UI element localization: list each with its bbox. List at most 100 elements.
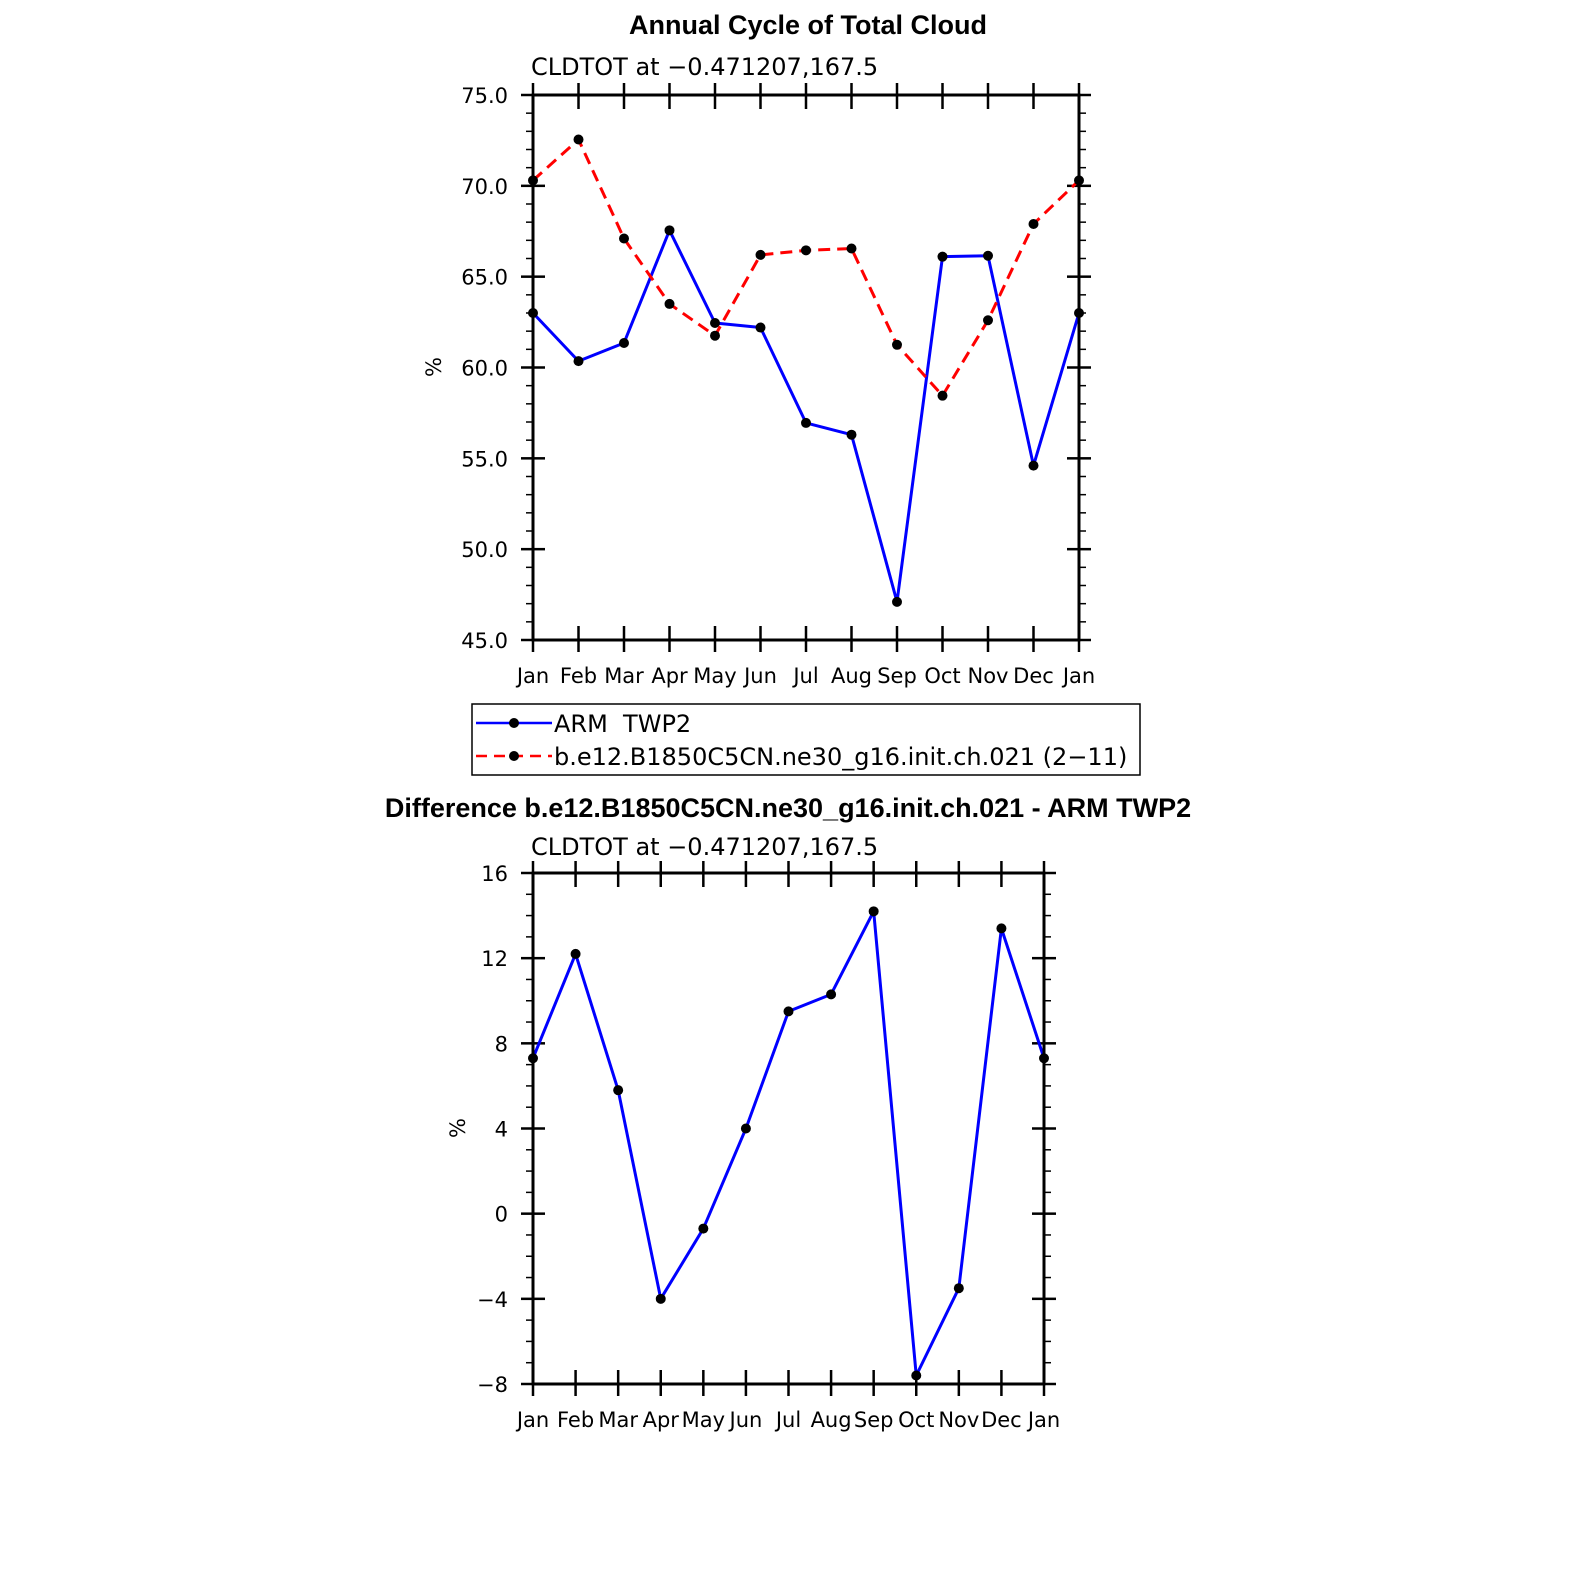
legend: ARM TWP2 b.e12.B1850C5CN.ne30_g16.init.c… bbox=[471, 703, 1141, 776]
y-tick-label: 75.0 bbox=[461, 84, 508, 108]
data-point bbox=[755, 249, 766, 260]
data-point bbox=[937, 390, 948, 401]
y-tick-label: 70.0 bbox=[461, 175, 508, 199]
data-point bbox=[801, 245, 811, 256]
chart-title: Difference b.e12.B1850C5CN.ne30_g16.init… bbox=[385, 793, 1191, 823]
data-point bbox=[655, 1293, 666, 1304]
data-point bbox=[846, 243, 857, 254]
x-tick-labels: Jan Feb Mar Apr May Jun Jul Aug Sep Oct Nov Dec Jan bbox=[515, 664, 1095, 688]
x-tick-label: Mar bbox=[598, 1408, 638, 1432]
y-tick-label: −8 bbox=[477, 1373, 508, 1397]
data-point bbox=[892, 339, 902, 350]
x-tick-label: Feb bbox=[557, 1408, 594, 1432]
x-tick-label: Sep bbox=[854, 1408, 894, 1432]
data-point bbox=[613, 1085, 624, 1096]
x-tick-label: May bbox=[693, 664, 736, 688]
x-tick-label: Apr bbox=[651, 664, 688, 688]
data-point bbox=[983, 250, 993, 261]
x-tick-label: Jan bbox=[1061, 664, 1095, 688]
data-point bbox=[826, 989, 837, 1000]
y-tick-label: −4 bbox=[477, 1288, 508, 1312]
y-axis-label: % bbox=[446, 1118, 470, 1138]
y-tick-label: 0 bbox=[495, 1203, 508, 1227]
data-point bbox=[783, 1006, 794, 1017]
x-tick-label: Oct bbox=[898, 1408, 934, 1432]
data-point bbox=[740, 1123, 751, 1134]
legend-label-arm: ARM TWP2 bbox=[554, 710, 691, 738]
x-tick-label: Jun bbox=[742, 664, 777, 688]
data-point bbox=[868, 906, 879, 917]
data-point bbox=[619, 337, 629, 348]
data-point bbox=[892, 596, 902, 607]
y-tick-label: 60.0 bbox=[461, 357, 508, 381]
data-point bbox=[710, 330, 720, 341]
series-lines bbox=[528, 134, 1084, 607]
chart-title: Annual Cycle of Total Cloud bbox=[629, 10, 987, 40]
data-point bbox=[937, 251, 948, 262]
data-point bbox=[983, 315, 993, 326]
data-point bbox=[996, 923, 1007, 934]
x-tick-label: Jul bbox=[774, 1408, 801, 1432]
x-tick-label: Feb bbox=[560, 664, 597, 688]
x-tick-label: Nov bbox=[938, 1408, 979, 1432]
series-line-1 bbox=[531, 138, 1081, 398]
y-tick-labels: −8 −4 0 4 8 12 16 bbox=[477, 862, 508, 1397]
plot-frame bbox=[531, 93, 1081, 642]
x-tick-label: Apr bbox=[643, 1408, 680, 1432]
x-tick-label: Aug bbox=[811, 1408, 852, 1432]
x-tick-label: Dec bbox=[981, 1408, 1022, 1432]
legend-box bbox=[471, 703, 1141, 776]
x-tick-label: Jan bbox=[515, 1408, 549, 1432]
data-point bbox=[664, 225, 675, 236]
y-tick-label: 4 bbox=[495, 1118, 508, 1142]
x-tick-label: Jun bbox=[728, 1408, 763, 1432]
x-tick-label: Sep bbox=[877, 664, 917, 688]
data-point bbox=[573, 356, 584, 367]
annual-cycle-panel: Annual Cycle of Total Cloud CLDTOT at −0… bbox=[422, 10, 1095, 688]
data-point bbox=[846, 429, 857, 440]
x-tick-label: Jul bbox=[791, 664, 818, 688]
chart-subtitle: CLDTOT at −0.471207,167.5 bbox=[531, 53, 878, 81]
x-tick-label: Jan bbox=[1026, 1408, 1060, 1432]
data-point bbox=[710, 317, 720, 328]
data-point bbox=[573, 134, 584, 145]
axis-ticks bbox=[521, 83, 1091, 652]
y-tick-label: 45.0 bbox=[461, 629, 508, 653]
x-tick-label: Aug bbox=[831, 664, 872, 688]
series-line-0 bbox=[531, 909, 1046, 1377]
legend-marker-model bbox=[509, 751, 519, 761]
difference-panel: Difference b.e12.B1850C5CN.ne30_g16.init… bbox=[385, 793, 1191, 1432]
data-point bbox=[570, 948, 581, 959]
data-point bbox=[953, 1283, 964, 1294]
y-tick-label: 65.0 bbox=[461, 266, 508, 290]
plot-frame bbox=[531, 871, 1046, 1386]
legend-label-model: b.e12.B1850C5CN.ne30_g16.init.ch.021 (2−… bbox=[554, 743, 1127, 771]
chart-subtitle: CLDTOT at −0.471207,167.5 bbox=[531, 833, 878, 861]
data-point bbox=[911, 1370, 922, 1381]
x-tick-labels: Jan Feb Mar Apr May Jun Jul Aug Sep Oct Nov Dec Jan bbox=[515, 1408, 1060, 1432]
y-tick-label: 55.0 bbox=[461, 447, 508, 471]
legend-marker-arm bbox=[509, 718, 519, 728]
x-tick-label: Nov bbox=[968, 664, 1009, 688]
y-tick-label: 50.0 bbox=[461, 538, 508, 562]
y-tick-labels: 45.0 50.0 55.0 60.0 65.0 70.0 75.0 bbox=[461, 84, 508, 653]
axis-ticks bbox=[521, 861, 1056, 1396]
x-tick-label: Oct bbox=[924, 664, 960, 688]
series-lines bbox=[528, 906, 1049, 1381]
data-point bbox=[755, 322, 766, 333]
data-point bbox=[801, 417, 811, 428]
y-tick-label: 16 bbox=[481, 862, 508, 886]
data-point bbox=[619, 233, 629, 244]
data-point bbox=[1028, 460, 1039, 471]
x-tick-label: Jan bbox=[515, 664, 549, 688]
x-tick-label: Mar bbox=[604, 664, 644, 688]
x-tick-label: May bbox=[682, 1408, 725, 1432]
y-axis-label: % bbox=[422, 357, 446, 377]
data-point bbox=[698, 1223, 709, 1234]
series-line-0 bbox=[531, 228, 1081, 604]
data-point bbox=[1028, 218, 1039, 229]
x-tick-label: Dec bbox=[1013, 664, 1054, 688]
data-point bbox=[664, 298, 675, 309]
y-tick-label: 12 bbox=[481, 947, 508, 971]
